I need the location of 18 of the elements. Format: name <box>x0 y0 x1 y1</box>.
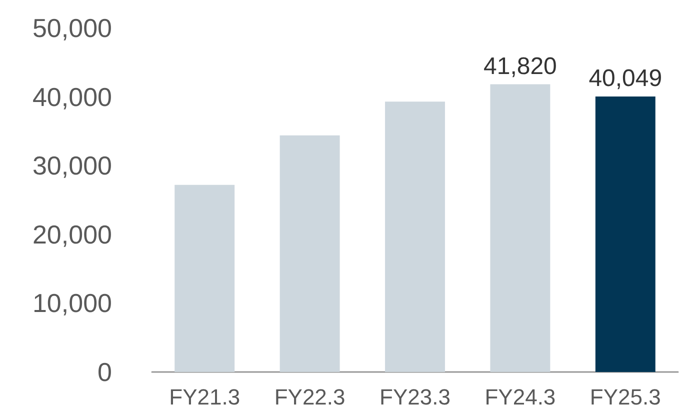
y-tick-label: 0 <box>98 357 112 387</box>
bar <box>595 96 656 372</box>
bar <box>490 84 550 372</box>
y-tick-label: 50,000 <box>32 13 112 43</box>
x-tick-label: FY23.3 <box>380 384 450 410</box>
data-label: 41,820 <box>483 52 557 80</box>
x-tick-label: FY21.3 <box>169 384 240 410</box>
x-tick-label: FY22.3 <box>274 384 346 410</box>
bar <box>385 102 445 372</box>
y-tick-label: 30,000 <box>32 150 112 181</box>
y-tick-label: 40,000 <box>32 82 112 112</box>
data-label: 40,049 <box>588 64 662 92</box>
x-tick-label: FY25.3 <box>590 384 661 410</box>
y-tick-label: 10,000 <box>32 288 112 318</box>
bar <box>174 184 235 372</box>
x-tick-label: FY24.3 <box>484 384 556 410</box>
bar <box>280 135 340 372</box>
y-tick-label: 20,000 <box>32 219 112 250</box>
